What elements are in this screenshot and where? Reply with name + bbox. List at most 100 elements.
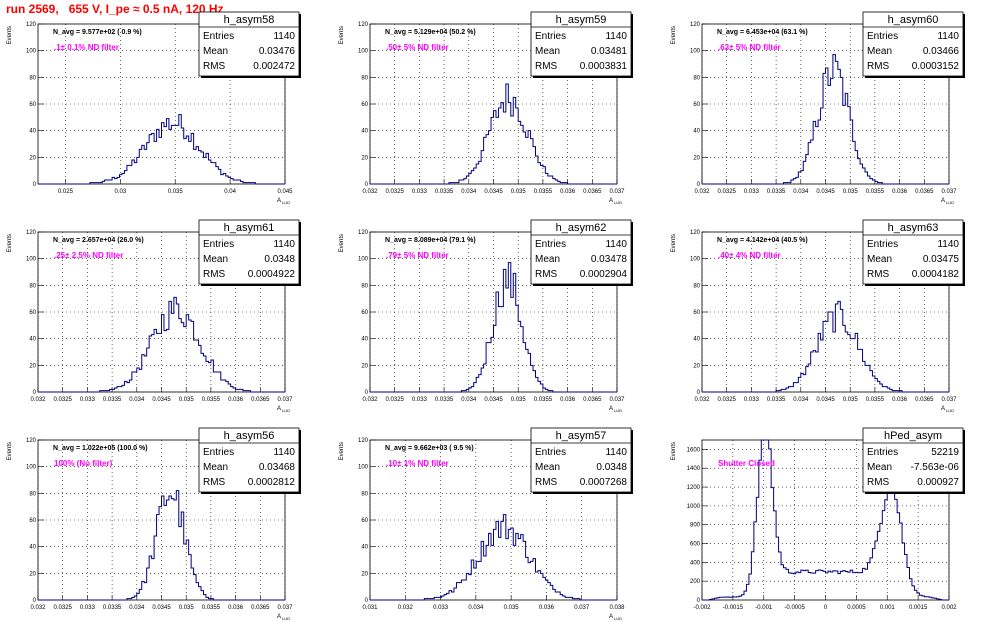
x-tick-label: 0.0345 bbox=[484, 397, 503, 403]
filter-note: .40± 4% ND filter bbox=[718, 251, 781, 260]
histogram-name: h_asym58 bbox=[224, 14, 275, 26]
y-tick-label: 120 bbox=[358, 22, 369, 28]
y-tick-label: 60 bbox=[693, 310, 700, 316]
x-tick-label: 0.037 bbox=[609, 397, 625, 403]
y-tick-label: 100 bbox=[26, 49, 37, 55]
x-tick-label: 0.038 bbox=[609, 605, 625, 611]
histogram-line bbox=[38, 490, 285, 601]
stats-label: Entries bbox=[867, 31, 898, 42]
x-axis-label: ALUD bbox=[277, 406, 290, 413]
y-tick-label: 80 bbox=[29, 75, 36, 81]
y-tick-label: 40 bbox=[29, 337, 36, 343]
y-tick-label: 40 bbox=[693, 129, 700, 135]
stats-label: Mean bbox=[535, 254, 560, 265]
stats-value: 1140 bbox=[937, 239, 959, 250]
y-tick-label: 0 bbox=[365, 598, 369, 604]
x-tick-label: 0.036 bbox=[892, 397, 908, 403]
stats-label: RMS bbox=[203, 269, 226, 280]
stats-label: RMS bbox=[535, 61, 558, 72]
x-tick-label: 0.0345 bbox=[152, 397, 171, 403]
x-axis-label: ALUD bbox=[941, 198, 954, 205]
filter-note: .10± 1% ND filter bbox=[386, 459, 449, 468]
y-tick-label: 80 bbox=[361, 75, 368, 81]
x-tick-label: 0.037 bbox=[277, 397, 293, 403]
y-axis-label: Events bbox=[339, 26, 345, 44]
x-tick-label: 0.032 bbox=[30, 397, 46, 403]
navg-label: N_avg = 5.129e+04 (50.2 %) bbox=[385, 29, 476, 36]
x-tick-label: 0.0325 bbox=[54, 397, 73, 403]
x-axis-label: ALUD bbox=[609, 406, 622, 413]
x-tick-label: 0.0325 bbox=[54, 605, 73, 611]
y-tick-label: 120 bbox=[358, 230, 369, 236]
y-tick-label: 80 bbox=[361, 283, 368, 289]
x-tick-label: 0.037 bbox=[941, 397, 957, 403]
panel-hPed_asym: -0.002 -0.0015 -0.001 -0.0005 0 0.0005 0.001 0.… bbox=[671, 427, 965, 611]
histogram-line bbox=[370, 514, 617, 601]
histogram-line bbox=[702, 54, 949, 185]
y-tick-label: 1400 bbox=[687, 466, 701, 472]
x-tick-label: 0.036 bbox=[560, 397, 576, 403]
y-tick-label: 100 bbox=[358, 257, 369, 263]
stats-label: Entries bbox=[867, 239, 898, 250]
stats-box bbox=[198, 427, 300, 493]
stats-box bbox=[862, 427, 964, 493]
x-tick-label: 0.0365 bbox=[583, 189, 602, 195]
y-tick-label: 1200 bbox=[687, 485, 701, 491]
x-tick-label: 0.037 bbox=[941, 189, 957, 195]
y-tick-label: 100 bbox=[690, 257, 701, 263]
y-tick-label: 60 bbox=[361, 310, 368, 316]
y-tick-label: 20 bbox=[29, 363, 36, 369]
y-axis-label: Events bbox=[7, 442, 13, 460]
stats-label: Mean bbox=[535, 462, 560, 473]
y-tick-label: 120 bbox=[26, 438, 37, 444]
x-tick-label: 0.0355 bbox=[534, 189, 553, 195]
y-tick-label: 100 bbox=[26, 465, 37, 471]
stats-box bbox=[198, 11, 300, 77]
y-axis-label: Events bbox=[671, 234, 677, 252]
stats-value: 0.03476 bbox=[259, 46, 296, 57]
navg-label: N_avg = 8.089e+04 (79.1 %) bbox=[385, 237, 476, 244]
x-tick-label: 0.0355 bbox=[866, 397, 885, 403]
y-tick-label: 40 bbox=[29, 545, 36, 551]
x-tick-label: 0.032 bbox=[694, 397, 710, 403]
x-tick-label: 0.034 bbox=[468, 605, 484, 611]
x-axis-label: ALUD bbox=[277, 198, 290, 205]
histogram-name: h_asym57 bbox=[556, 430, 607, 442]
stats-box bbox=[530, 219, 632, 285]
stats-box bbox=[530, 11, 632, 77]
y-tick-label: 0 bbox=[33, 390, 37, 396]
navg-label: N_avg = 4.142e+04 (40.5 %) bbox=[717, 237, 808, 244]
x-axis-label: ALUD bbox=[609, 198, 622, 205]
x-tick-label: 0.032 bbox=[362, 397, 378, 403]
stats-value: 0.0348 bbox=[596, 462, 627, 473]
x-tick-label: 0.025 bbox=[58, 189, 74, 195]
x-tick-label: 0.031 bbox=[362, 605, 378, 611]
panel-h_asym62: 0.032 0.0325 0.033 0.0335 0.034 0.0345 0.035 0.… bbox=[339, 219, 633, 413]
stats-box bbox=[862, 11, 964, 77]
y-axis-label: Events bbox=[7, 26, 13, 44]
filter-note: .25± 2.5% ND filter bbox=[54, 251, 123, 260]
histogram-line bbox=[370, 83, 617, 185]
y-tick-label: 80 bbox=[693, 75, 700, 81]
x-tick-label: 0.036 bbox=[539, 605, 555, 611]
navg-label: N_avg = 9.662e+03 ( 9.5 %) bbox=[385, 445, 474, 452]
stats-label: RMS bbox=[867, 61, 890, 72]
y-tick-label: 0 bbox=[365, 390, 369, 396]
x-tick-label: 0.0005 bbox=[847, 605, 866, 611]
y-tick-label: 20 bbox=[361, 155, 368, 161]
stats-label: Mean bbox=[867, 254, 892, 265]
y-axis-label: Events bbox=[7, 234, 13, 252]
x-tick-label: 0.032 bbox=[30, 605, 46, 611]
stats-value: 0.0004182 bbox=[912, 269, 960, 280]
x-tick-label: 0.045 bbox=[277, 189, 293, 195]
y-tick-label: 1600 bbox=[687, 447, 701, 453]
stats-value: 0.0003152 bbox=[912, 61, 960, 72]
y-axis-label: Events bbox=[671, 442, 677, 460]
x-tick-label: 0.0355 bbox=[866, 189, 885, 195]
x-tick-label: 0.034 bbox=[461, 189, 477, 195]
histogram-line bbox=[702, 439, 949, 601]
x-tick-label: 0.0365 bbox=[251, 397, 270, 403]
x-tick-label: 0.0345 bbox=[152, 605, 171, 611]
x-tick-label: 0.034 bbox=[129, 397, 145, 403]
y-tick-label: 120 bbox=[26, 22, 37, 28]
